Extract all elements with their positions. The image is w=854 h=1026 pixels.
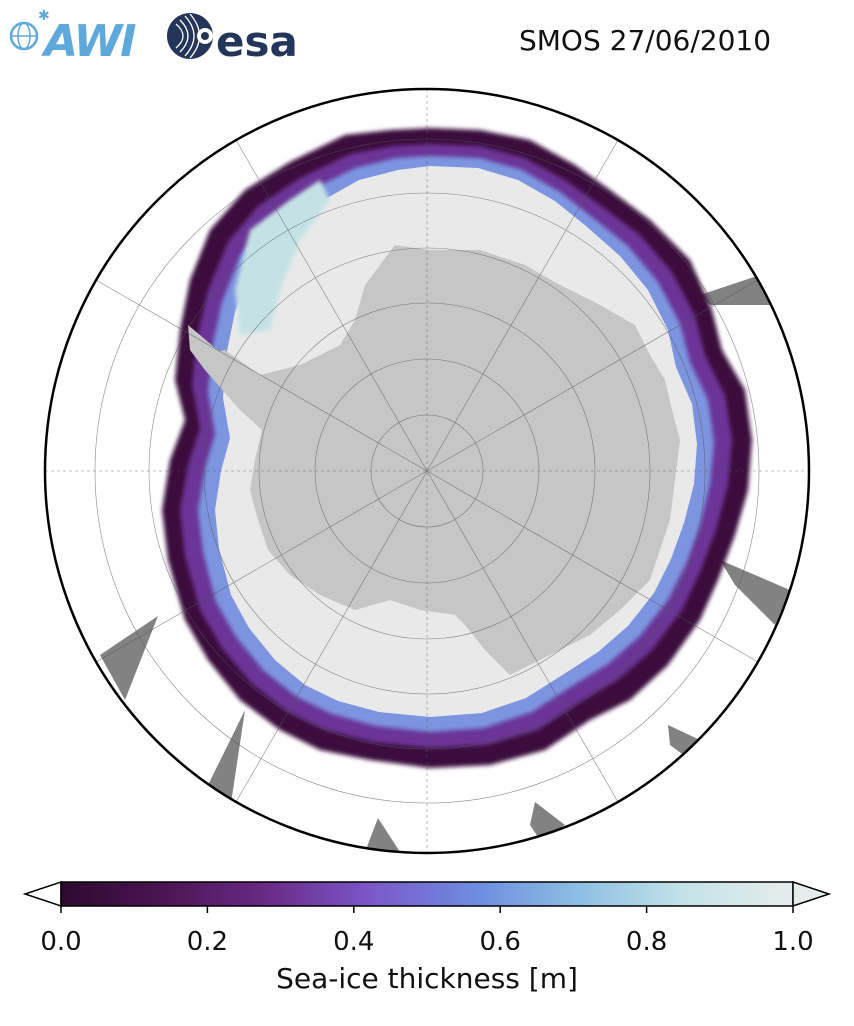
colorbar-ticks: 0.0 0.2 0.4 0.6 0.8 1.0 [40, 906, 814, 950]
esa-logo-text: esa [216, 17, 298, 66]
colorbar-tick-label: 0.2 [187, 927, 228, 950]
colorbar-tick-label: 0.4 [333, 927, 374, 950]
colorbar-gradient [60, 881, 794, 907]
missing-data-wedges [100, 275, 790, 852]
awi-logo-text: AWI [41, 16, 136, 66]
colorbar-tick-label: 0.6 [480, 927, 521, 950]
antarctica-land [200, 245, 680, 675]
awi-logo-icon: ✱ AWI esa [9, 8, 298, 67]
graticule [45, 89, 809, 853]
colorbar-extend-max [792, 880, 832, 908]
colorbar-tick-label: 0.0 [40, 927, 81, 950]
antarctic-peninsula [188, 325, 262, 430]
polar-map [43, 87, 811, 855]
colorbar-tick-label: 1.0 [772, 927, 813, 950]
map-date-title: SMOS 27/06/2010 [519, 24, 772, 57]
colorbar-tick-label: 0.8 [626, 927, 667, 950]
awi-globe-icon: ✱ [9, 8, 50, 51]
colorbar-extend-min [22, 880, 62, 908]
logos: ✱ AWI esa [8, 6, 308, 67]
svg-text:✱: ✱ [38, 8, 50, 24]
colorbar-label: Sea-ice thickness [m] [276, 962, 578, 995]
esa-globe-icon [167, 13, 213, 59]
thick-ice-patch [235, 180, 330, 335]
colorbar: 0.0 0.2 0.4 0.6 0.8 1.0 [22, 880, 832, 950]
map-boundary [43, 87, 811, 855]
